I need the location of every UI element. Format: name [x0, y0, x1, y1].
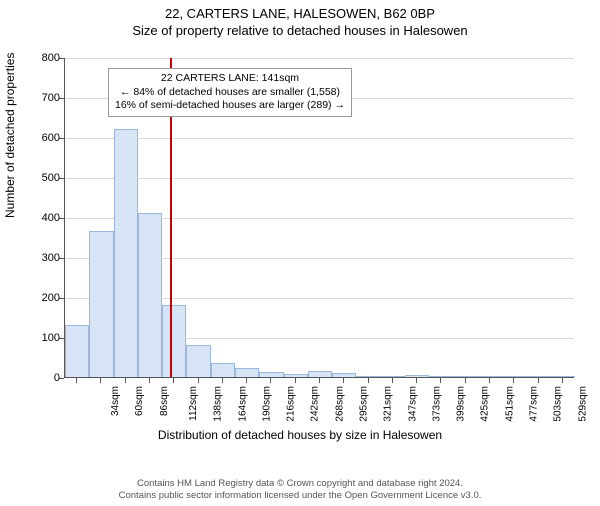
x-tick-label: 60sqm — [134, 386, 145, 416]
y-tick-label: 0 — [24, 372, 60, 384]
x-tick — [173, 378, 174, 383]
annotation-line: 22 CARTERS LANE: 141sqm — [115, 72, 345, 86]
x-tick — [465, 378, 466, 383]
y-tick-label: 800 — [24, 52, 60, 64]
histogram-bar — [259, 372, 283, 377]
x-tick — [416, 378, 417, 383]
page-title-sub: Size of property relative to detached ho… — [0, 23, 600, 38]
gridline-h — [65, 138, 574, 139]
histogram-bar — [65, 325, 89, 377]
x-tick — [295, 378, 296, 383]
x-tick — [392, 378, 393, 383]
histogram-bar — [405, 375, 429, 377]
y-tick-label: 500 — [24, 172, 60, 184]
gridline-h — [65, 58, 574, 59]
x-tick-label: 295sqm — [359, 386, 370, 422]
x-tick-label: 164sqm — [237, 386, 248, 422]
x-tick-label: 34sqm — [110, 386, 121, 416]
footer-line2: Contains public sector information licen… — [0, 490, 600, 502]
footer-line1: Contains HM Land Registry data © Crown c… — [0, 478, 600, 490]
y-tick-label: 400 — [24, 212, 60, 224]
x-tick-label: 529sqm — [577, 386, 588, 422]
x-tick — [198, 378, 199, 383]
histogram-bar — [235, 368, 259, 377]
x-tick-label: 268sqm — [334, 386, 345, 422]
page-title-address: 22, CARTERS LANE, HALESOWEN, B62 0BP — [0, 6, 600, 21]
footer-attribution: Contains HM Land Registry data © Crown c… — [0, 478, 600, 502]
x-tick — [149, 378, 150, 383]
x-tick — [125, 378, 126, 383]
y-tick-label: 100 — [24, 332, 60, 344]
x-tick — [270, 378, 271, 383]
histogram-bar — [454, 376, 478, 377]
y-tick-label: 300 — [24, 252, 60, 264]
y-axis-title: Number of detached properties — [3, 53, 17, 218]
annotation-box: 22 CARTERS LANE: 141sqm← 84% of detached… — [108, 68, 352, 117]
x-tick — [440, 378, 441, 383]
histogram-bar — [308, 371, 332, 377]
x-tick — [319, 378, 320, 383]
histogram-bar — [551, 376, 575, 377]
histogram-bar — [381, 376, 405, 377]
y-tick-label: 200 — [24, 292, 60, 304]
histogram-bar — [284, 374, 308, 377]
x-tick-label: 373sqm — [431, 386, 442, 422]
x-tick — [562, 378, 563, 383]
x-tick — [513, 378, 514, 383]
histogram-bar — [162, 305, 186, 377]
histogram-bar — [356, 376, 380, 377]
x-tick-label: 503sqm — [553, 386, 564, 422]
x-tick — [246, 378, 247, 383]
histogram-chart: Number of detached properties Distributi… — [0, 48, 600, 448]
histogram-bar — [429, 376, 453, 377]
histogram-bar — [114, 129, 138, 377]
gridline-h — [65, 178, 574, 179]
x-tick-label: 216sqm — [286, 386, 297, 422]
x-tick-label: 190sqm — [261, 386, 272, 422]
x-tick — [538, 378, 539, 383]
x-tick — [343, 378, 344, 383]
histogram-bar — [502, 376, 526, 377]
histogram-bar — [89, 231, 113, 377]
x-tick — [222, 378, 223, 383]
x-tick-label: 321sqm — [383, 386, 394, 422]
x-tick-label: 399sqm — [456, 386, 467, 422]
x-tick-label: 86sqm — [159, 386, 170, 416]
y-tick-label: 700 — [24, 92, 60, 104]
x-tick-label: 425sqm — [480, 386, 491, 422]
x-tick — [76, 378, 77, 383]
histogram-bar — [211, 363, 235, 377]
x-tick-label: 347sqm — [407, 386, 418, 422]
y-tick-label: 600 — [24, 132, 60, 144]
x-tick-label: 451sqm — [504, 386, 515, 422]
histogram-bar — [138, 213, 162, 377]
x-tick-label: 112sqm — [188, 386, 199, 421]
x-tick — [489, 378, 490, 383]
histogram-bar — [526, 376, 550, 377]
annotation-line: 16% of semi-detached houses are larger (… — [115, 99, 345, 113]
histogram-bar — [478, 376, 502, 377]
x-axis-title: Distribution of detached houses by size … — [0, 428, 600, 442]
x-tick-label: 242sqm — [310, 386, 321, 422]
histogram-bar — [186, 345, 210, 377]
x-tick-label: 138sqm — [213, 386, 224, 422]
histogram-bar — [332, 373, 356, 377]
x-tick — [368, 378, 369, 383]
x-tick — [100, 378, 101, 383]
x-tick-label: 477sqm — [529, 386, 540, 422]
annotation-line: ← 84% of detached houses are smaller (1,… — [115, 86, 345, 100]
